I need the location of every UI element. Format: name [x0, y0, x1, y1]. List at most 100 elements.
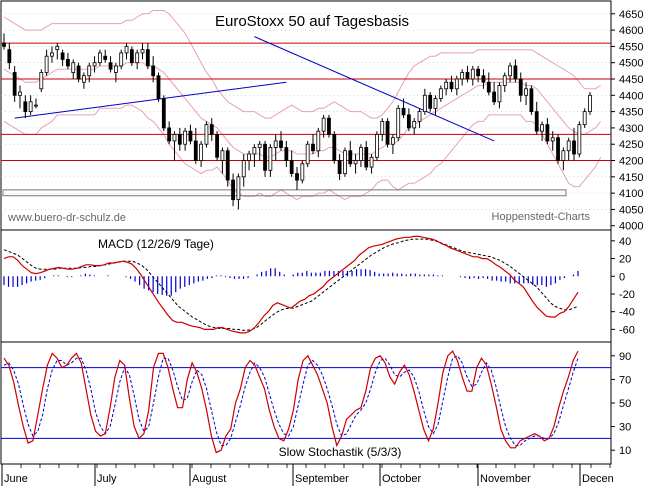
macd-tick-label: 40	[619, 236, 631, 248]
candle-body	[301, 164, 304, 180]
candle-body	[519, 79, 522, 95]
month-label: September	[295, 473, 349, 485]
candle-body	[450, 82, 453, 89]
stoch-k-line	[4, 351, 578, 453]
candle-body	[157, 76, 160, 99]
candle-body	[381, 121, 384, 134]
candle-body	[98, 53, 101, 63]
price-tick-label: 4300	[619, 123, 643, 135]
candle-body	[200, 144, 203, 160]
price-tick-label: 4350	[619, 107, 643, 119]
candle-body	[557, 138, 560, 161]
candle-body	[114, 66, 117, 73]
bollinger-middle	[4, 63, 601, 158]
candle-body	[375, 134, 378, 157]
candle-body	[359, 147, 362, 160]
candle-body	[471, 69, 474, 79]
candle-body	[18, 92, 21, 95]
candle-body	[264, 144, 267, 170]
stoch-tick-label: 50	[619, 398, 631, 410]
candle-body	[205, 125, 208, 145]
candle-body	[258, 144, 261, 147]
macd-tick-label: -20	[619, 289, 635, 301]
candle-body	[487, 82, 490, 92]
source-label: Hoppenstedt-Charts	[492, 211, 591, 223]
stoch-tick-label: 10	[619, 445, 631, 457]
candle-body	[93, 63, 96, 66]
candle-body	[413, 121, 416, 128]
stoch-tick-label: 90	[619, 351, 631, 363]
candle-body	[439, 89, 442, 99]
candle-body	[391, 138, 394, 145]
candle-body	[24, 102, 27, 112]
candle-body	[573, 141, 576, 154]
candle-body	[61, 53, 64, 60]
candle-body	[242, 161, 245, 177]
candle-body	[296, 174, 299, 181]
stochastic-title: Slow Stochastik (5/3/3)	[279, 445, 402, 459]
candle-body	[407, 115, 410, 128]
candle-body	[466, 72, 469, 79]
candle-body	[338, 161, 341, 174]
candle-body	[493, 92, 496, 102]
candle-body	[82, 76, 85, 83]
price-tick-label: 4450	[619, 74, 643, 86]
candle-body	[509, 66, 512, 76]
candle-body	[13, 72, 16, 95]
candle-body	[285, 147, 288, 160]
stoch-d-line	[4, 356, 578, 446]
time-axis: June July August September October November De…	[2, 464, 614, 486]
candle-body	[402, 108, 405, 115]
frame-layer	[1, 1, 611, 464]
candle-body	[8, 50, 11, 63]
price-tick-label: 4400	[619, 90, 643, 102]
gap-box	[3, 190, 566, 196]
candle-body	[3, 43, 6, 46]
candle-body	[194, 141, 197, 161]
candle-body	[136, 53, 139, 63]
candle-body	[253, 147, 256, 154]
candle-body	[525, 89, 528, 96]
candle-body	[210, 125, 213, 135]
candle-body	[541, 125, 544, 132]
month-label: November	[480, 473, 531, 485]
stochastic-panel: 90 70 50 30 10	[1, 351, 631, 457]
candle-body	[56, 46, 59, 49]
candle-body	[168, 128, 171, 141]
candle-body	[280, 141, 283, 148]
price-tick-label: 4200	[619, 156, 643, 168]
month-label: Decen	[582, 473, 614, 485]
candle-body	[184, 131, 187, 144]
candle-body	[216, 134, 219, 157]
candle-body	[434, 99, 437, 109]
candle-body	[343, 151, 346, 174]
candle-body	[354, 161, 357, 164]
price-tick-label: 4050	[619, 204, 643, 216]
candle-body	[578, 125, 581, 154]
price-tick-label: 4550	[619, 41, 643, 53]
price-tick-label: 4650	[619, 9, 643, 21]
candle-body	[274, 141, 277, 148]
candle-body	[306, 144, 309, 164]
candle-body	[29, 102, 32, 112]
price-tick-label: 4000	[619, 221, 643, 233]
candle-body	[50, 53, 53, 56]
candle-body	[311, 144, 314, 151]
month-label: July	[97, 473, 117, 485]
price-tick-label: 4250	[619, 139, 643, 151]
candle-body	[162, 99, 165, 128]
macd-tick-label: -60	[619, 324, 635, 336]
candle-body	[269, 147, 272, 170]
candle-body	[66, 59, 69, 66]
price-tick-label: 4100	[619, 188, 643, 200]
candle-body	[40, 72, 43, 88]
price-tick-label: 4500	[619, 58, 643, 70]
candle-body	[482, 76, 485, 83]
candle-body	[583, 112, 586, 125]
candle-body	[173, 134, 176, 141]
candle-body	[88, 66, 91, 76]
macd-tick-label: -40	[619, 307, 635, 319]
candle-body	[237, 177, 240, 200]
candle-body	[562, 151, 565, 161]
